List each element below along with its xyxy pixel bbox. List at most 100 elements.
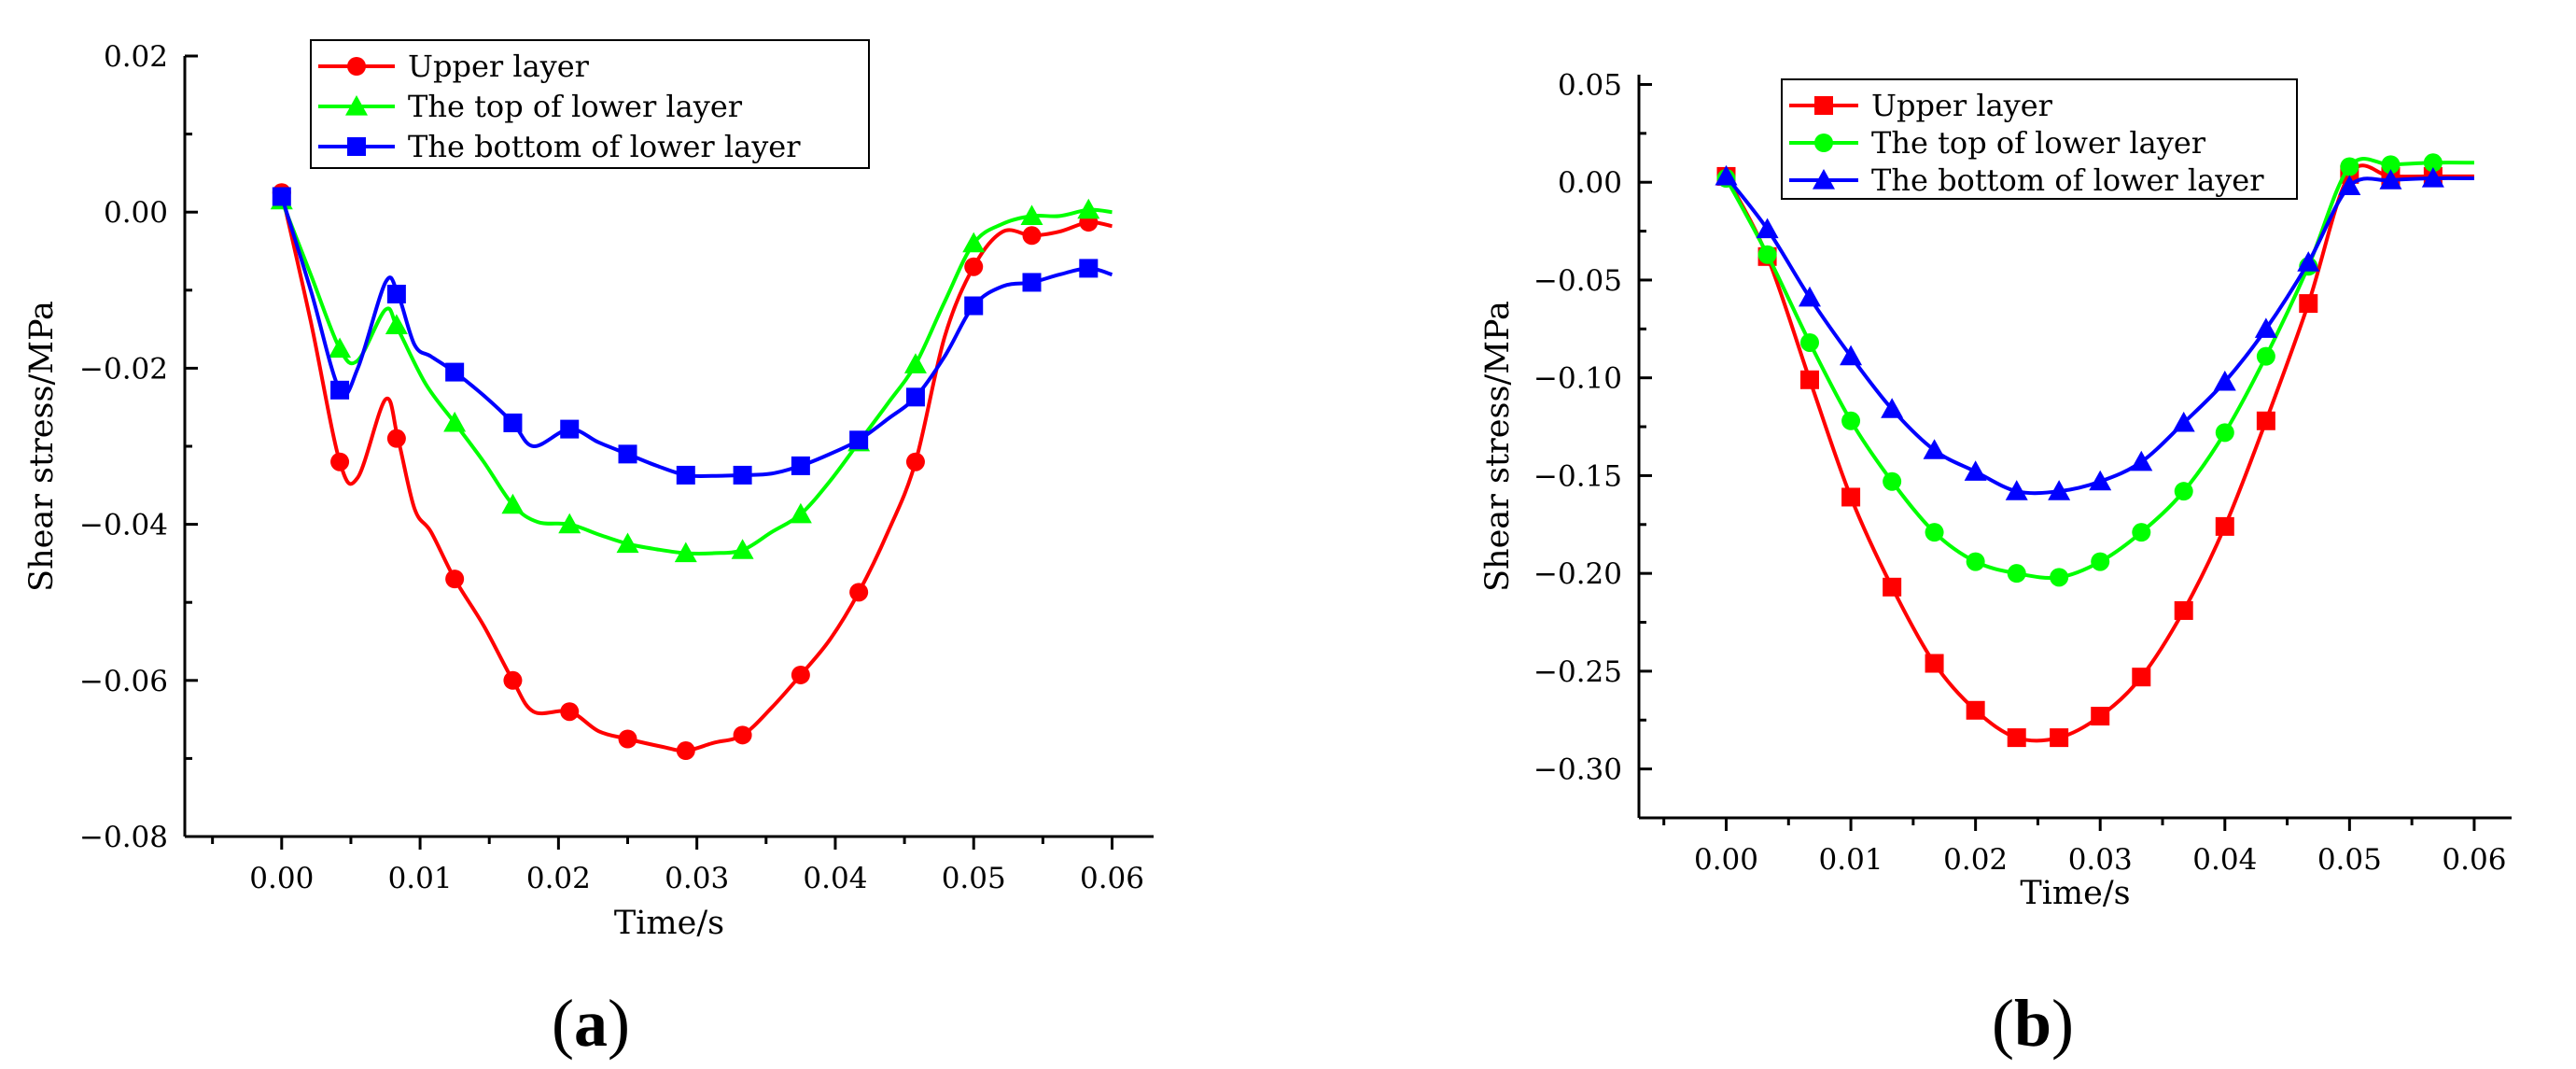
data-point — [2005, 480, 2028, 500]
data-point — [676, 741, 695, 761]
data-point — [2132, 668, 2151, 687]
x-axis-title: Time/s — [614, 905, 724, 942]
x-axis-title: Time/s — [2020, 875, 2130, 912]
data-point — [962, 232, 986, 253]
data-point — [849, 583, 869, 602]
data-point — [558, 513, 581, 534]
data-point — [2421, 167, 2444, 188]
y-tick-label: −0.25 — [1533, 655, 1622, 689]
data-point — [1925, 654, 1944, 673]
x-tick-label: 0.00 — [1694, 843, 1758, 877]
series-line — [279, 195, 1113, 479]
data-point — [2172, 411, 2195, 432]
data-point — [791, 456, 810, 475]
data-point — [964, 296, 984, 316]
y-tick-label: −0.04 — [79, 509, 168, 542]
y-tick-label: 0.02 — [104, 40, 168, 74]
series-line — [279, 199, 1113, 556]
data-point — [385, 314, 408, 335]
data-point — [1966, 700, 1985, 720]
data-point — [560, 702, 580, 722]
legend-box — [310, 39, 870, 169]
data-point — [1841, 487, 1861, 507]
data-point — [330, 380, 350, 400]
x-tick-label: 0.04 — [2192, 843, 2257, 877]
data-point — [616, 532, 639, 554]
data-point — [2254, 317, 2277, 338]
data-point — [1883, 577, 1902, 597]
y-axis-title: Shear stress/MPa — [23, 301, 61, 592]
data-point — [1923, 439, 1946, 459]
data-point — [1022, 273, 1042, 292]
data-point — [503, 413, 523, 432]
data-point — [789, 502, 812, 524]
legend-marker — [347, 137, 366, 156]
data-point — [2340, 157, 2359, 176]
series-line — [1724, 175, 2474, 496]
data-point — [386, 429, 406, 448]
data-point — [2213, 370, 2236, 391]
data-point — [2050, 568, 2069, 587]
data-point — [2130, 450, 2153, 471]
x-tick-label: 0.05 — [942, 862, 1006, 895]
y-tick-label: −0.06 — [79, 665, 168, 698]
data-point — [1020, 204, 1043, 225]
data-point — [2174, 600, 2193, 620]
data-point — [1079, 259, 1099, 278]
data-point — [905, 387, 925, 407]
data-point — [1077, 198, 1100, 219]
data-point — [674, 542, 697, 563]
data-point — [2297, 251, 2320, 272]
series-line — [1724, 163, 2474, 743]
y-tick-label: −0.05 — [1533, 264, 1622, 298]
data-point — [2379, 169, 2402, 190]
data-point — [1964, 460, 1987, 481]
legend-entry: The bottom of lower layer — [408, 129, 801, 164]
data-point — [2091, 707, 2110, 726]
series-the-bottom-of-lower-layer — [272, 187, 1113, 485]
data-point — [964, 257, 984, 276]
data-point — [676, 465, 695, 485]
data-point — [1881, 398, 1904, 418]
data-point — [445, 570, 465, 589]
data-point — [2174, 482, 2193, 501]
data-point — [2215, 516, 2234, 536]
legend-marker — [1813, 169, 1835, 190]
data-point — [329, 337, 352, 359]
data-point — [2050, 728, 2069, 748]
data-point — [445, 362, 465, 382]
series-upper-layer — [1716, 163, 2474, 748]
data-point — [791, 665, 810, 684]
x-tick-label: 0.03 — [665, 862, 729, 895]
series-line — [1724, 157, 2474, 580]
data-point — [849, 430, 869, 450]
data-point — [2299, 294, 2318, 314]
legend-entry: The top of lower layer — [408, 89, 743, 124]
y-tick-label: 0.05 — [1558, 68, 1622, 102]
data-point — [1883, 471, 1902, 491]
series-line — [279, 191, 1113, 753]
data-point — [272, 187, 291, 206]
data-point — [733, 465, 752, 485]
y-tick-label: 0.00 — [104, 196, 168, 230]
data-point — [2091, 552, 2110, 571]
data-point — [2338, 175, 2361, 195]
data-point — [2256, 346, 2275, 366]
y-tick-label: −0.30 — [1533, 753, 1622, 787]
data-point — [501, 493, 525, 514]
x-tick-label: 0.06 — [2442, 843, 2506, 877]
data-point — [1756, 218, 1779, 239]
data-point — [1925, 523, 1944, 542]
data-point — [2215, 423, 2234, 443]
x-tick-label: 0.02 — [1943, 843, 2008, 877]
data-point — [2048, 480, 2071, 500]
data-point — [1757, 245, 1777, 264]
data-point — [2089, 470, 2112, 491]
x-tick-label: 0.00 — [249, 862, 314, 895]
y-tick-label: −0.15 — [1533, 459, 1622, 493]
y-tick-label: −0.10 — [1533, 362, 1622, 396]
y-tick-label: −0.02 — [79, 352, 168, 386]
x-tick-label: 0.01 — [1819, 843, 1883, 877]
